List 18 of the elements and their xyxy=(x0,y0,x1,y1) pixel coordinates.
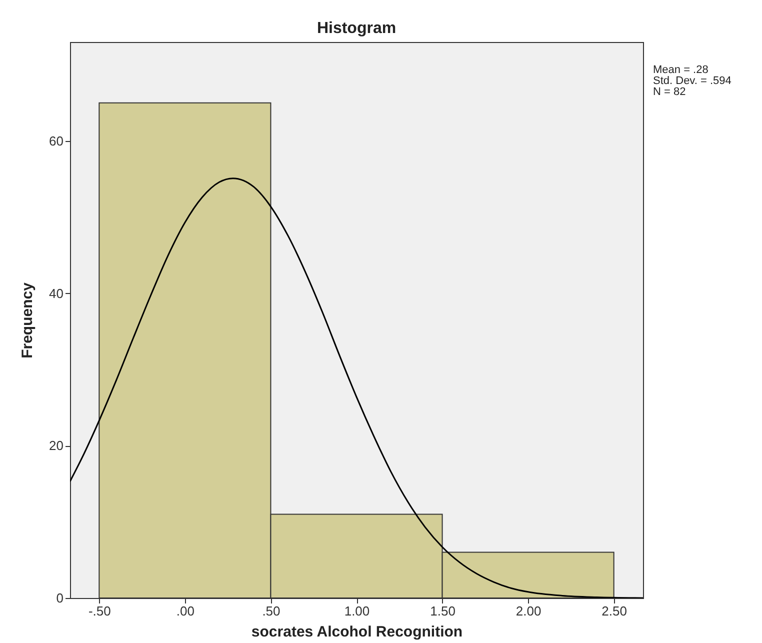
y-tick-label: 0 xyxy=(56,590,64,606)
line-series xyxy=(70,178,643,598)
x-tick-label: 1.50 xyxy=(430,604,456,618)
x-tick-label: -.50 xyxy=(88,604,111,618)
x-tick-label: .50 xyxy=(262,604,280,618)
y-tick-label: 20 xyxy=(49,438,64,454)
x-tick-label: .00 xyxy=(176,604,194,618)
chart-title: Histogram xyxy=(316,20,396,37)
text: Mean = .28 xyxy=(653,64,708,76)
x-tick-label: 1.00 xyxy=(344,604,370,618)
text: Std. Dev. = .594 xyxy=(653,75,732,87)
text: N = 82 xyxy=(653,86,686,98)
x-tick-label: 2.50 xyxy=(602,604,627,618)
y-axis-title: Frequency xyxy=(19,282,36,358)
y-tick-label: 40 xyxy=(49,286,64,301)
x-tick-label: 2.00 xyxy=(516,604,542,618)
x-axis-title: socrates Alcohol Recognition xyxy=(251,624,463,640)
y-tick-label: 60 xyxy=(49,134,64,149)
